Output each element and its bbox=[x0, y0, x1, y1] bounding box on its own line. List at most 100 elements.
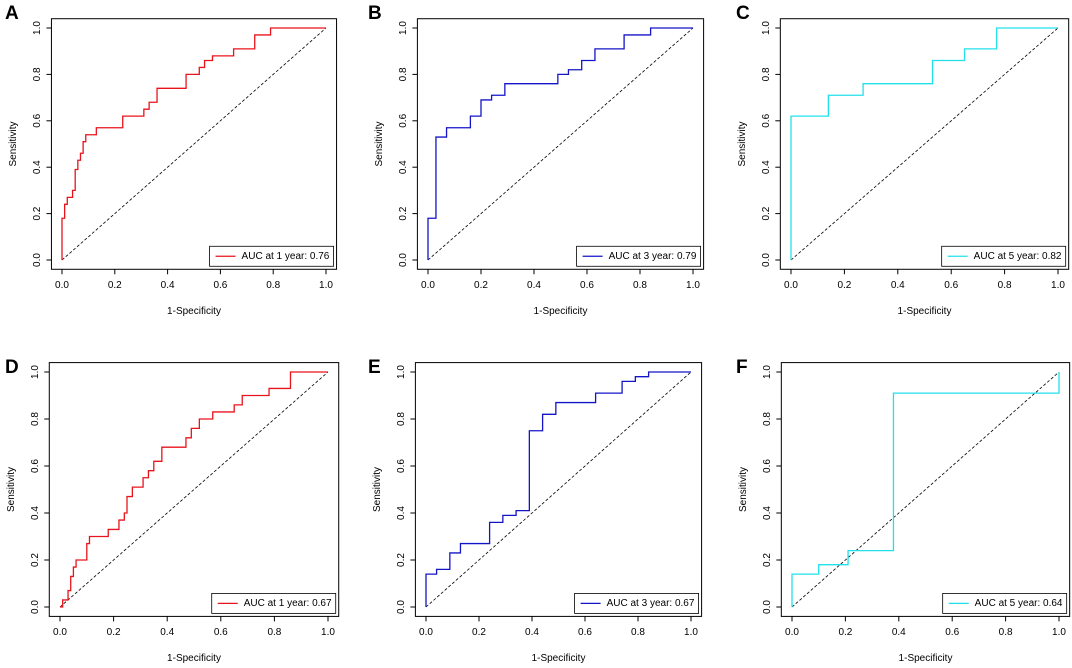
reference-diagonal bbox=[790, 27, 1059, 261]
legend-box bbox=[576, 245, 701, 267]
x-axis-label: 1-Specificity bbox=[532, 653, 586, 664]
y-tick-label: 0.4 bbox=[30, 506, 41, 520]
plot-box bbox=[48, 362, 340, 617]
x-axis-label: 1-Specificity bbox=[899, 653, 953, 664]
roc-curve bbox=[61, 27, 326, 260]
y-tick-label: 0.6 bbox=[30, 459, 41, 473]
y-tick-label: 0.4 bbox=[396, 506, 407, 520]
roc-curve bbox=[425, 371, 691, 607]
x-tick-label: 0.4 bbox=[161, 280, 175, 291]
legend-label: AUC at 5 year: 0.82 bbox=[974, 251, 1062, 262]
y-tick-label: 0.4 bbox=[761, 160, 772, 174]
roc-curve bbox=[427, 27, 693, 260]
y-tick-label: 0.4 bbox=[398, 160, 409, 174]
x-axis-label: 1-Specificity bbox=[167, 306, 221, 317]
x-tick-label: 0.0 bbox=[419, 627, 433, 638]
plot-box bbox=[779, 18, 1070, 270]
legend-box bbox=[211, 593, 337, 614]
y-tick-label: 1.0 bbox=[761, 21, 772, 35]
legend-label: AUC at 5 year: 0.64 bbox=[975, 598, 1063, 609]
x-axis-label: 1-Specificity bbox=[898, 306, 952, 317]
x-tick-label: 1.0 bbox=[1052, 627, 1066, 638]
roc-curve bbox=[790, 27, 1058, 260]
panel-letter: A bbox=[5, 3, 19, 24]
plot-box bbox=[416, 18, 705, 270]
y-tick-label: 0.2 bbox=[396, 553, 407, 567]
x-tick-label: 0.6 bbox=[580, 280, 594, 291]
y-tick-label: 0.8 bbox=[762, 412, 773, 426]
x-tick-label: 0.6 bbox=[944, 280, 958, 291]
y-tick-label: 1.0 bbox=[398, 21, 409, 35]
y-axis-label: Sensitivity bbox=[374, 121, 385, 166]
x-tick-label: 1.0 bbox=[1051, 280, 1065, 291]
x-tick-label: 0.6 bbox=[214, 627, 228, 638]
y-tick-label: 0.0 bbox=[761, 253, 772, 267]
x-tick-label: 1.0 bbox=[319, 280, 333, 291]
y-tick-label: 0.2 bbox=[761, 206, 772, 220]
y-tick-label: 0.8 bbox=[30, 412, 41, 426]
plot-box bbox=[780, 362, 1071, 617]
y-tick-label: 0.2 bbox=[762, 553, 773, 567]
y-tick-label: 0.6 bbox=[762, 459, 773, 473]
x-axis-label: 1-Specificity bbox=[167, 653, 221, 664]
legend-box bbox=[209, 245, 334, 267]
y-tick-label: 0.8 bbox=[398, 67, 409, 81]
reference-diagonal bbox=[427, 27, 694, 261]
reference-diagonal bbox=[425, 371, 692, 608]
plot-box bbox=[414, 362, 703, 617]
x-tick-label: 0.0 bbox=[53, 627, 67, 638]
y-tick-label: 0.6 bbox=[396, 459, 407, 473]
y-axis-label: Sensitivity bbox=[737, 121, 748, 166]
y-tick-label: 0.2 bbox=[398, 206, 409, 220]
x-tick-label: 0.8 bbox=[998, 280, 1012, 291]
legend-label: AUC at 1 year: 0.76 bbox=[242, 251, 330, 262]
x-tick-label: 0.2 bbox=[107, 627, 121, 638]
roc-curve bbox=[791, 372, 1060, 607]
x-tick-label: 1.0 bbox=[686, 280, 700, 291]
y-tick-label: 1.0 bbox=[32, 21, 43, 35]
y-tick-label: 0.6 bbox=[398, 113, 409, 127]
y-tick-label: 0.0 bbox=[396, 600, 407, 614]
panel-letter: E bbox=[368, 357, 381, 378]
y-axis-label: Sensitivity bbox=[8, 121, 19, 166]
x-tick-label: 0.4 bbox=[160, 627, 174, 638]
x-tick-label: 0.0 bbox=[784, 280, 798, 291]
legend-box bbox=[942, 593, 1068, 614]
y-tick-label: 0.8 bbox=[32, 67, 43, 81]
y-axis-label: Sensitivity bbox=[372, 467, 383, 512]
legend-label: AUC at 3 year: 0.67 bbox=[607, 598, 695, 609]
y-tick-label: 0.2 bbox=[32, 206, 43, 220]
panel-letter: B bbox=[368, 3, 382, 24]
y-tick-label: 0.2 bbox=[30, 553, 41, 567]
reference-diagonal bbox=[61, 27, 327, 261]
x-tick-label: 0.8 bbox=[999, 627, 1013, 638]
legend-label: AUC at 3 year: 0.79 bbox=[609, 251, 697, 262]
x-tick-label: 0.4 bbox=[527, 280, 541, 291]
x-tick-label: 1.0 bbox=[684, 627, 698, 638]
x-tick-label: 0.8 bbox=[631, 627, 645, 638]
x-tick-label: 0.2 bbox=[838, 627, 852, 638]
plot-box bbox=[50, 18, 338, 270]
x-tick-label: 0.6 bbox=[578, 627, 592, 638]
y-tick-label: 0.4 bbox=[32, 160, 43, 174]
y-tick-label: 1.0 bbox=[30, 365, 41, 379]
legend-label: AUC at 1 year: 0.67 bbox=[244, 598, 332, 609]
y-tick-label: 0.6 bbox=[761, 113, 772, 127]
panel-letter: D bbox=[5, 357, 19, 378]
y-tick-label: 0.0 bbox=[398, 253, 409, 267]
x-tick-label: 0.2 bbox=[472, 627, 486, 638]
x-tick-label: 0.8 bbox=[633, 280, 647, 291]
x-tick-label: 0.2 bbox=[108, 280, 122, 291]
x-tick-label: 0.4 bbox=[525, 627, 539, 638]
x-tick-label: 1.0 bbox=[321, 627, 335, 638]
roc-curve bbox=[60, 371, 328, 608]
y-tick-label: 0.6 bbox=[32, 113, 43, 127]
x-axis-label: 1-Specificity bbox=[534, 306, 588, 317]
legend-box bbox=[574, 593, 699, 614]
panel-letter: F bbox=[736, 357, 748, 378]
x-tick-label: 0.2 bbox=[474, 280, 488, 291]
x-tick-label: 0.0 bbox=[55, 280, 69, 291]
x-tick-label: 0.0 bbox=[785, 627, 799, 638]
y-tick-label: 0.8 bbox=[761, 67, 772, 81]
